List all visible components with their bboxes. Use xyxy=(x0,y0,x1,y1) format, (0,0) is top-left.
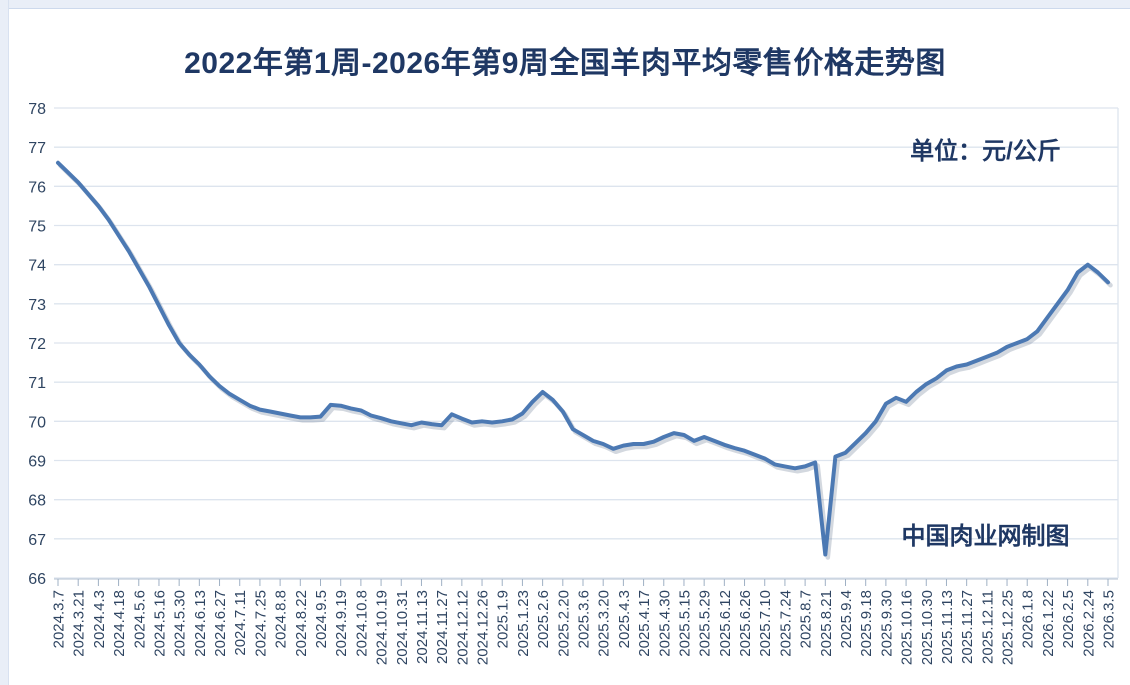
x-tick-label: 2026.1.22 xyxy=(1040,590,1057,657)
x-tick-label: 2024.12.12 xyxy=(454,590,471,665)
y-tick-label: 75 xyxy=(28,219,46,236)
x-tick-label: 2025.8.21 xyxy=(818,590,835,657)
y-tick-label: 70 xyxy=(28,414,46,431)
x-tick-label: 2025.1.23 xyxy=(515,590,532,657)
x-tick-label: 2024.10.8 xyxy=(353,590,370,657)
x-tick-label: 2024.9.19 xyxy=(333,590,350,657)
y-tick-label: 68 xyxy=(28,493,46,510)
y-tick-label: 78 xyxy=(28,101,46,118)
x-tick-label: 2024.6.27 xyxy=(212,590,229,657)
x-tick-label: 2024.11.27 xyxy=(434,590,451,664)
x-tick-label: 2025.6.26 xyxy=(737,590,754,657)
price-line xyxy=(56,160,1110,557)
x-tick-label: 2025.4.3 xyxy=(616,590,633,648)
x-tick-label: 2025.8.7 xyxy=(798,590,815,648)
x-tick-label: 2025.5.29 xyxy=(697,590,714,657)
x-tick-label: 2025.3.20 xyxy=(596,590,613,657)
x-tick-label: 2025.4.30 xyxy=(656,590,673,657)
x-tick-label: 2024.10.19 xyxy=(374,590,391,665)
x-tick-label: 2025.11.27 xyxy=(959,590,976,664)
x-tick-label: 2026.2.24 xyxy=(1080,590,1097,657)
x-tick-label: 2024.5.16 xyxy=(151,590,168,657)
window-top-border xyxy=(0,0,1130,9)
x-tick-label: 2025.11.13 xyxy=(939,590,956,664)
x-tick-label: 2026.2.5 xyxy=(1060,590,1077,648)
x-tick-label: 2025.1.9 xyxy=(495,590,512,648)
x-tick-label: 2024.12.26 xyxy=(475,590,492,665)
x-tick-label: 2024.8.22 xyxy=(293,590,310,657)
x-tick-label: 2025.9.4 xyxy=(838,590,855,648)
x-tick-label: 2024.9.5 xyxy=(313,590,330,648)
x-tick-label: 2025.9.18 xyxy=(858,590,875,657)
y-tick-label: 67 xyxy=(28,532,46,549)
x-tick-label: 2024.5.6 xyxy=(131,590,148,648)
x-tick-label: 2024.7.25 xyxy=(252,590,269,657)
x-tick-label: 2025.9.30 xyxy=(878,590,895,657)
y-tick-label: 77 xyxy=(28,140,46,157)
x-tick-label: 2024.8.8 xyxy=(273,590,290,648)
x-tick-label: 2024.4.3 xyxy=(91,590,108,648)
y-tick-label: 71 xyxy=(28,375,46,392)
x-tick-label: 2025.6.12 xyxy=(717,590,734,657)
x-tick-label: 2025.10.30 xyxy=(919,590,936,665)
x-tick-label: 2024.11.13 xyxy=(414,590,431,664)
x-tick-label: 2025.5.15 xyxy=(676,590,693,657)
x-tick-label: 2025.7.10 xyxy=(757,590,774,657)
x-tick-label: 2024.3.21 xyxy=(71,590,88,657)
x-tick-label: 2025.10.16 xyxy=(899,590,916,665)
x-tick-label: 2025.12.11 xyxy=(979,590,996,664)
chart-title: 2022年第1周-2026年第9周全国羊肉平均零售价格走势图 xyxy=(184,47,946,80)
x-tick-label: 2024.10.31 xyxy=(394,590,411,665)
x-tick-label: 2025.3.6 xyxy=(576,590,593,648)
y-tick-label: 72 xyxy=(28,336,46,353)
y-tick-label: 76 xyxy=(28,179,46,196)
window-left-border xyxy=(0,0,9,685)
x-tick-label: 2024.3.7 xyxy=(51,590,68,648)
y-tick-label: 66 xyxy=(28,571,46,588)
x-tick-label: 2026.1.8 xyxy=(1020,590,1037,648)
y-tick-label: 69 xyxy=(28,454,46,471)
x-tick-label: 2025.12.25 xyxy=(1000,590,1017,665)
x-tick-label: 2024.6.13 xyxy=(192,590,209,657)
x-tick-label: 2024.7.11 xyxy=(232,590,249,656)
x-tick-label: 2026.3.5 xyxy=(1101,590,1118,648)
x-tick-label: 2024.5.30 xyxy=(172,590,189,657)
watermark-label: 中国肉业网制图 xyxy=(901,523,1070,550)
x-tick-label: 2025.2.6 xyxy=(535,590,552,648)
x-tick-label: 2025.2.20 xyxy=(555,590,572,657)
unit-label: 单位：元/公斤 xyxy=(910,138,1061,165)
y-tick-label: 74 xyxy=(28,258,46,275)
x-tick-label: 2025.7.24 xyxy=(777,590,794,657)
price-line-shadow xyxy=(58,163,1113,560)
x-tick-label: 2025.4.17 xyxy=(636,590,653,657)
y-tick-label: 73 xyxy=(28,297,46,314)
x-tick-label: 2024.4.18 xyxy=(111,590,128,657)
